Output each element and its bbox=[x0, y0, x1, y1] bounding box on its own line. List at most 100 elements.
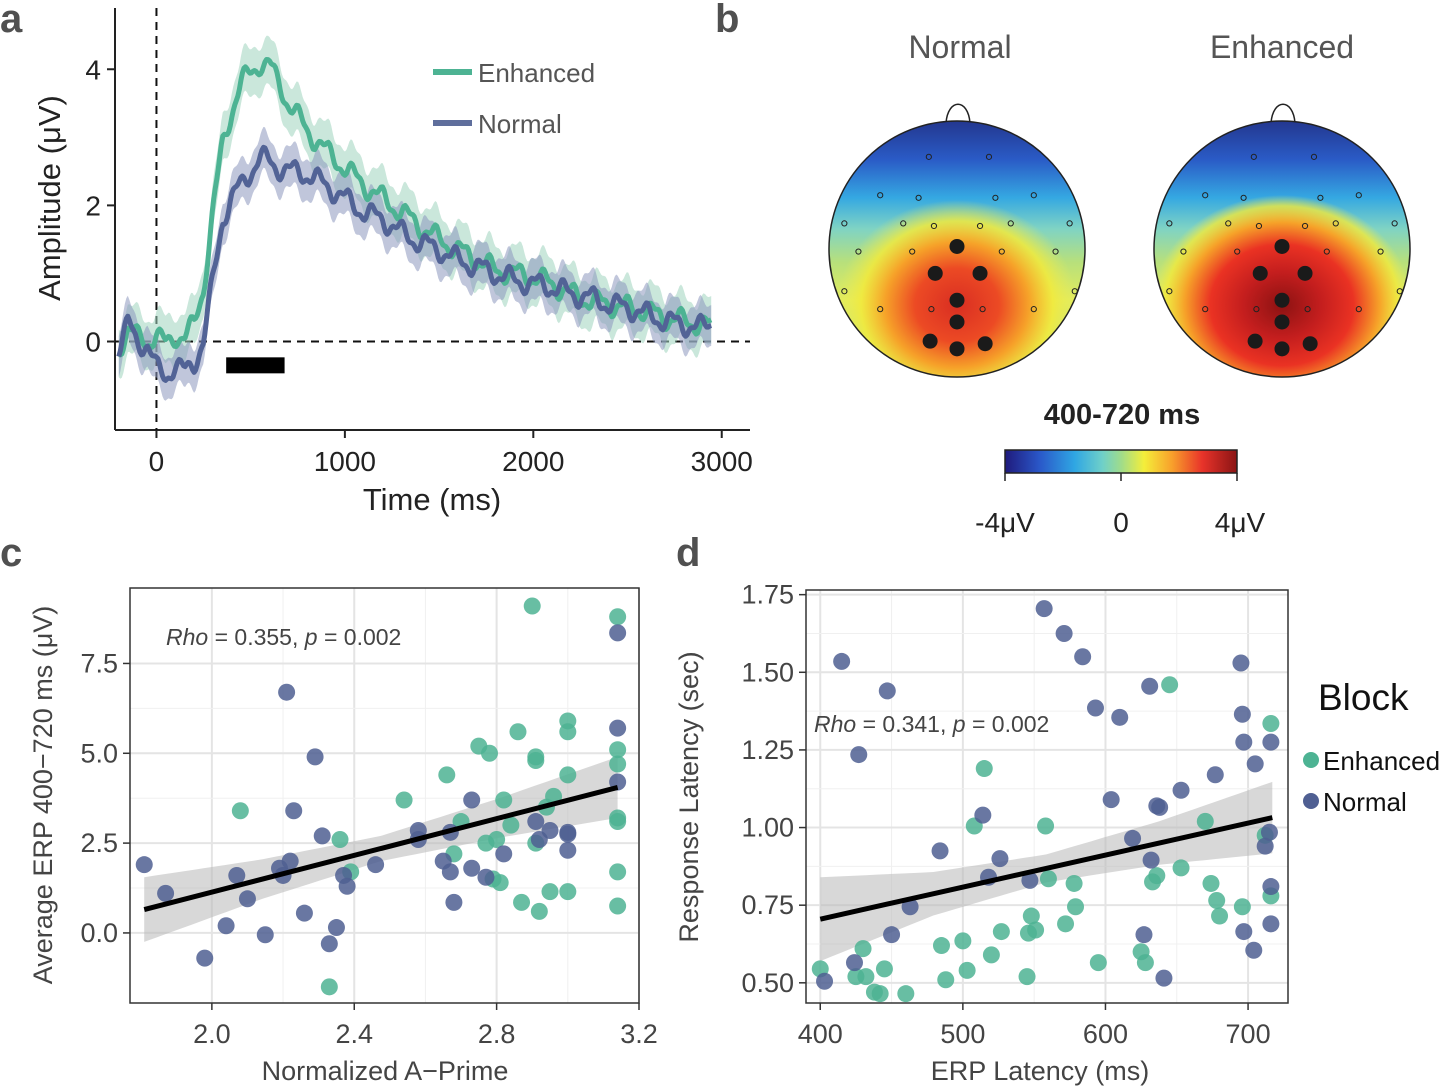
d-x-tick-label: 500 bbox=[940, 1019, 985, 1049]
d-point-normal bbox=[1245, 941, 1263, 959]
electrode bbox=[1240, 194, 1247, 201]
d-point-normal bbox=[1124, 829, 1142, 847]
electrode bbox=[992, 194, 999, 201]
panel-label-c: c bbox=[0, 531, 22, 575]
d-point-enhanced bbox=[1172, 859, 1190, 877]
d-point-enhanced bbox=[1262, 715, 1280, 733]
electrode bbox=[1234, 248, 1241, 255]
c-point-normal bbox=[527, 813, 545, 831]
d-y-tick-label: 0.75 bbox=[741, 890, 794, 920]
panel-d: d 400 500 600 700 0.500.751.001.251.501.75 … bbox=[674, 531, 1440, 1086]
c-y-tick-label: 5.0 bbox=[80, 738, 118, 768]
c-point-normal bbox=[306, 748, 324, 766]
c-point-normal bbox=[196, 949, 214, 967]
c-y-tick-label: 0.0 bbox=[80, 918, 118, 948]
c-point-enhanced bbox=[609, 863, 627, 881]
electrode bbox=[1253, 306, 1260, 313]
d-point-normal bbox=[1256, 837, 1274, 855]
d-annotation-p: p bbox=[952, 711, 966, 737]
d-legend-swatch-enhanced bbox=[1303, 752, 1319, 768]
d-point-enhanced bbox=[1089, 954, 1107, 972]
d-point-normal bbox=[931, 842, 949, 860]
d-point-enhanced bbox=[897, 985, 915, 1003]
panel-c: c 2.0 2.4 2.8 3.2 0.0 2.5 5.0 7.5 Rho = 0.355,… bbox=[0, 531, 658, 1086]
a-y-tick-label: 2 bbox=[85, 190, 101, 221]
c-x-tick-label: 3.2 bbox=[620, 1019, 658, 1049]
d-point-normal bbox=[833, 652, 851, 670]
d-point-normal bbox=[991, 850, 1009, 868]
d-point-normal bbox=[850, 746, 868, 764]
electrode bbox=[1317, 194, 1324, 201]
electrode bbox=[979, 306, 986, 313]
d-x-tick-label: 700 bbox=[1226, 1019, 1271, 1049]
electrode bbox=[1202, 306, 1209, 313]
electrode bbox=[877, 192, 884, 199]
c-point-enhanced bbox=[527, 751, 545, 769]
d-point-normal bbox=[1142, 851, 1160, 869]
c-point-normal bbox=[559, 841, 577, 859]
c-point-enhanced bbox=[491, 874, 509, 892]
electrode bbox=[998, 248, 1005, 255]
b-colorbar-label-min: -4μV bbox=[975, 507, 1035, 538]
c-point-enhanced bbox=[331, 831, 349, 849]
c-point-normal bbox=[327, 919, 345, 937]
d-legend-label-enhanced: Enhanced bbox=[1323, 746, 1440, 776]
c-annotation-p-value: = 0.002 bbox=[318, 624, 402, 650]
c-point-normal bbox=[441, 863, 459, 881]
c-point-enhanced bbox=[609, 813, 627, 831]
d-point-normal bbox=[1055, 624, 1073, 642]
c-point-normal bbox=[477, 868, 495, 886]
electrode-highlighted bbox=[1274, 238, 1290, 254]
a-x-tick-label: 3000 bbox=[691, 446, 753, 477]
c-points bbox=[135, 597, 627, 996]
c-point-enhanced bbox=[541, 883, 559, 901]
d-x-ticks: 400 500 600 700 bbox=[798, 1003, 1271, 1049]
electrode bbox=[928, 306, 935, 313]
c-point-enhanced bbox=[509, 723, 527, 741]
d-point-normal bbox=[1262, 733, 1280, 751]
d-point-enhanced bbox=[854, 940, 872, 958]
b-time-window: 400-720 ms bbox=[1044, 399, 1200, 431]
c-point-enhanced bbox=[502, 816, 520, 834]
d-plot-area bbox=[806, 590, 1288, 1003]
c-point-normal bbox=[320, 935, 338, 953]
d-point-normal bbox=[1246, 755, 1264, 773]
d-point-enhanced bbox=[954, 932, 972, 950]
electrode bbox=[1391, 220, 1398, 227]
electrode bbox=[1250, 153, 1257, 160]
electrode bbox=[841, 220, 848, 227]
electrode-highlighted bbox=[1274, 314, 1290, 330]
d-point-normal bbox=[1155, 969, 1173, 987]
c-y-ticks: 0.0 2.5 5.0 7.5 bbox=[80, 648, 130, 948]
a-y-tick-label: 0 bbox=[85, 327, 101, 358]
c-x-tick-label: 2.4 bbox=[335, 1019, 373, 1049]
d-legend-label-normal: Normal bbox=[1323, 787, 1407, 817]
b-map-title-enhanced: Enhanced bbox=[1210, 29, 1354, 65]
d-annotation-p-value: = 0.002 bbox=[966, 711, 1050, 737]
c-point-enhanced bbox=[609, 897, 627, 915]
d-point-normal bbox=[845, 954, 863, 972]
d-point-enhanced bbox=[1039, 870, 1057, 888]
c-point-enhanced bbox=[609, 755, 627, 773]
panel-label-b: b bbox=[715, 0, 739, 41]
d-point-enhanced bbox=[1057, 915, 1075, 933]
d-point-enhanced bbox=[1037, 817, 1055, 835]
c-point-normal bbox=[463, 859, 481, 877]
d-point-normal bbox=[1151, 798, 1169, 816]
c-point-enhanced bbox=[530, 902, 548, 920]
d-point-enhanced bbox=[1196, 812, 1214, 830]
electrode bbox=[1071, 288, 1078, 295]
c-annotation: Rho = 0.355, p = 0.002 bbox=[166, 624, 401, 650]
c-annotation-p: p bbox=[304, 624, 318, 650]
d-point-enhanced bbox=[871, 985, 889, 1003]
c-point-normal bbox=[157, 884, 175, 902]
d-legend-title: Block bbox=[1318, 677, 1409, 718]
c-point-normal bbox=[295, 904, 313, 922]
c-point-enhanced bbox=[513, 893, 531, 911]
panel-label-d: d bbox=[676, 531, 700, 575]
c-point-normal bbox=[285, 802, 303, 820]
electrode bbox=[1332, 220, 1339, 227]
d-y-tick-label: 1.50 bbox=[741, 657, 794, 687]
electrode-highlighted bbox=[977, 336, 993, 352]
electrode-highlighted bbox=[1302, 336, 1318, 352]
